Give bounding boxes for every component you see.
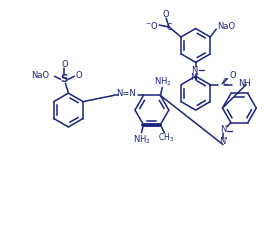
Text: $^{-}$O: $^{-}$O	[144, 20, 158, 30]
Text: N=N: N=N	[116, 89, 135, 98]
Text: N': N'	[219, 137, 227, 146]
Text: C: C	[222, 78, 227, 87]
Text: CH$_3$: CH$_3$	[158, 131, 175, 144]
Text: O: O	[75, 71, 82, 80]
Text: N: N	[220, 125, 226, 134]
Text: S: S	[61, 74, 68, 84]
Text: NH: NH	[238, 79, 251, 88]
Text: O: O	[61, 60, 68, 69]
Text: NH$_2$: NH$_2$	[153, 75, 171, 88]
Text: O: O	[229, 71, 236, 80]
Text: N': N'	[190, 73, 199, 82]
Text: NaO: NaO	[217, 22, 235, 30]
Text: C: C	[167, 23, 172, 32]
Text: NH$_2$: NH$_2$	[133, 133, 150, 146]
Text: O: O	[163, 10, 169, 19]
Text: NaO: NaO	[32, 71, 50, 80]
Text: N: N	[192, 66, 198, 75]
